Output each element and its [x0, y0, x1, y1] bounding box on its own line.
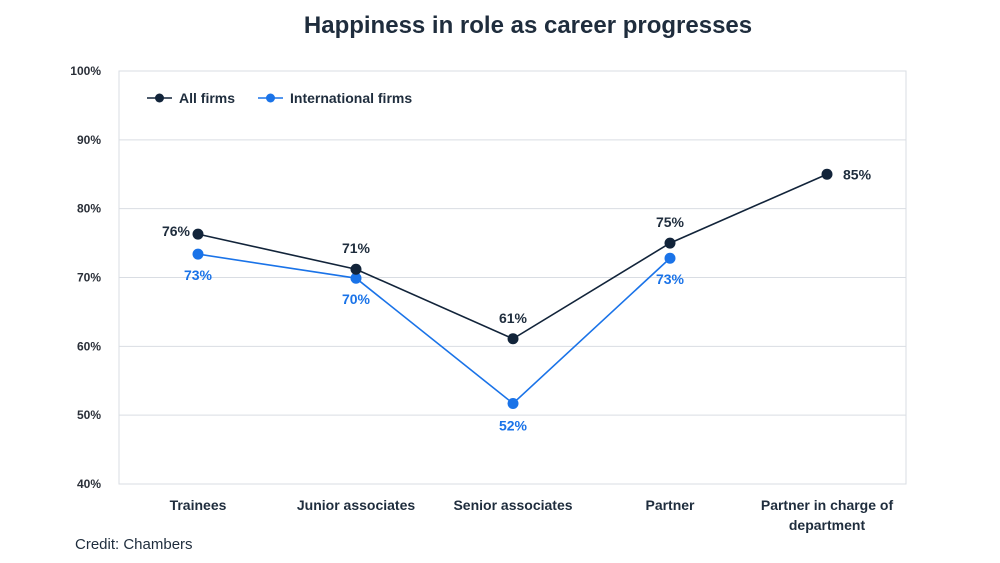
legend-marker — [155, 93, 164, 103]
series-line-international-firms — [197, 253, 671, 405]
x-tick-label: Senior associates — [453, 497, 572, 513]
data-label: 76% — [162, 223, 191, 239]
data-point — [664, 237, 676, 249]
y-tick-label: 40% — [77, 477, 101, 491]
data-label: 70% — [342, 291, 371, 307]
data-point — [192, 248, 204, 260]
data-label: 71% — [342, 240, 371, 256]
x-tick-label: Trainees — [170, 497, 227, 513]
data-label: 75% — [656, 214, 685, 230]
legend-label: International firms — [290, 90, 412, 106]
legend-label: All firms — [179, 90, 235, 106]
data-point — [507, 333, 519, 345]
y-tick-label: 90% — [77, 133, 101, 147]
x-tick-label: Junior associates — [297, 497, 415, 513]
legend-marker — [266, 93, 275, 103]
y-tick-label: 70% — [77, 271, 101, 285]
data-label: 73% — [184, 267, 213, 283]
data-point — [192, 228, 204, 240]
data-label: 52% — [499, 417, 528, 433]
data-label: 61% — [499, 310, 528, 326]
data-point — [664, 252, 676, 264]
data-point — [350, 272, 362, 284]
data-point — [507, 397, 519, 409]
data-label: 85% — [843, 166, 872, 182]
x-tick-label: department — [789, 517, 866, 533]
chart-title: Happiness in role as career progresses — [303, 12, 753, 39]
credit-text: Credit: Chambers — [75, 536, 193, 553]
y-tick-label: 100% — [70, 64, 101, 78]
data-label: 73% — [656, 271, 685, 287]
x-tick-label: Partner — [645, 497, 695, 513]
y-tick-label: 60% — [77, 339, 101, 353]
y-tick-label: 80% — [77, 202, 101, 216]
data-point — [350, 263, 362, 275]
y-tick-label: 50% — [77, 408, 101, 422]
data-point — [821, 168, 833, 180]
x-tick-label: Partner in charge of — [761, 497, 894, 513]
